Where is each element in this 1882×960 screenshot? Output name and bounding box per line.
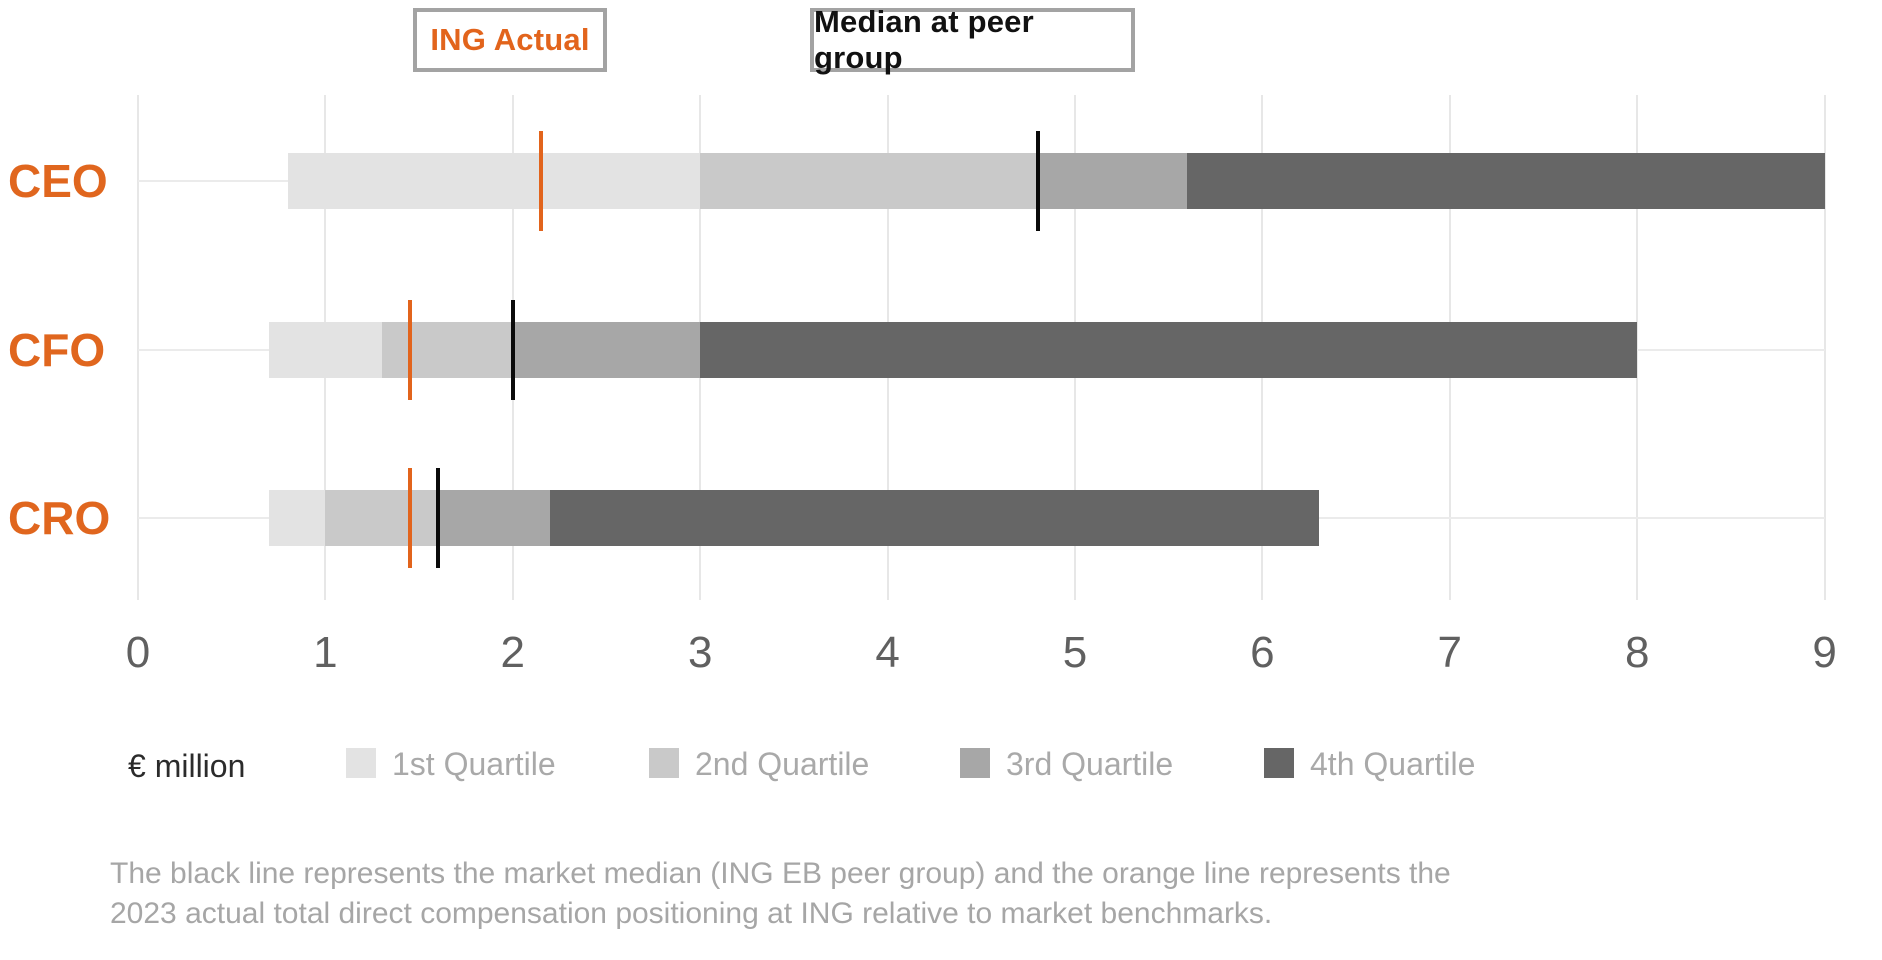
quartile-4-label: 4th Quartile	[1310, 746, 1476, 782]
legend-key-median-peer-group: Median at peer group	[810, 4, 1135, 75]
vertical-gridline	[137, 95, 139, 600]
x-tick-label: 2	[500, 628, 526, 677]
vertical-gridline	[1636, 95, 1639, 600]
quartile-3-swatch	[960, 748, 990, 778]
x-tick-label: 0	[125, 628, 151, 677]
row-label-cfo: CFO	[8, 323, 106, 376]
row-label-ceo: CEO	[8, 155, 108, 207]
bar-segment-q4-ceo	[1187, 153, 1825, 209]
x-tick-label: 3	[687, 628, 713, 677]
vertical-gridline	[1823, 95, 1826, 600]
x-tick-label: 1	[313, 628, 338, 677]
x-tick-label: 4	[875, 628, 900, 677]
quartile-2-swatch	[649, 748, 679, 778]
footnote-line-2: 2023 actual total direct compensation po…	[110, 897, 1273, 930]
axis-unit-label: € million	[128, 748, 246, 784]
x-tick-label: 7	[1437, 628, 1463, 677]
row-label-cro: CRO	[8, 492, 111, 544]
quartile-1-swatch	[346, 748, 376, 778]
bar-segment-q1-cfo	[269, 321, 382, 378]
x-tick-label: 6	[1250, 628, 1275, 677]
bar-segment-q3-cfo	[512, 321, 701, 378]
bar-segment-q1-cro	[269, 490, 326, 546]
x-tick-label: 8	[1624, 628, 1650, 677]
footnote-line-1: The black line represents the market med…	[110, 857, 1451, 890]
legend-key-ing-actual-label: ING Actual	[430, 22, 590, 57]
quartile-1-label: 1st Quartile	[392, 746, 556, 782]
quartile-3-label: 3rd Quartile	[1006, 746, 1174, 782]
x-tick-label: 9	[1812, 628, 1837, 677]
legend-key-ing-actual: ING Actual	[413, 8, 607, 72]
bar-segment-q4-cro	[550, 490, 1319, 546]
bar-segment-q4-cfo	[700, 321, 1638, 378]
bar-segment-q3-ceo	[1037, 153, 1188, 209]
footnote: The black line represents the market med…	[110, 854, 1451, 934]
median-marker-cro	[435, 468, 440, 568]
bar-segment-q3-cro	[437, 490, 551, 546]
ing-actual-marker-cfo	[407, 299, 412, 400]
ing-actual-marker-ceo	[538, 131, 543, 231]
median-marker-cfo	[510, 299, 515, 400]
legend-key-median-peer-group-label: Median at peer group	[814, 4, 1034, 75]
quartile-4-swatch	[1264, 748, 1294, 778]
bar-segment-q2-ceo	[700, 153, 1038, 209]
bar-segment-q2-cfo	[381, 321, 513, 378]
bar-segment-q2-cro	[325, 490, 438, 546]
median-marker-ceo	[1035, 131, 1040, 231]
bar-segment-q1-ceo	[287, 153, 701, 209]
x-tick-label: 5	[1062, 628, 1088, 677]
ing-actual-marker-cro	[407, 468, 412, 568]
quartile-2-label: 2nd Quartile	[695, 746, 870, 782]
